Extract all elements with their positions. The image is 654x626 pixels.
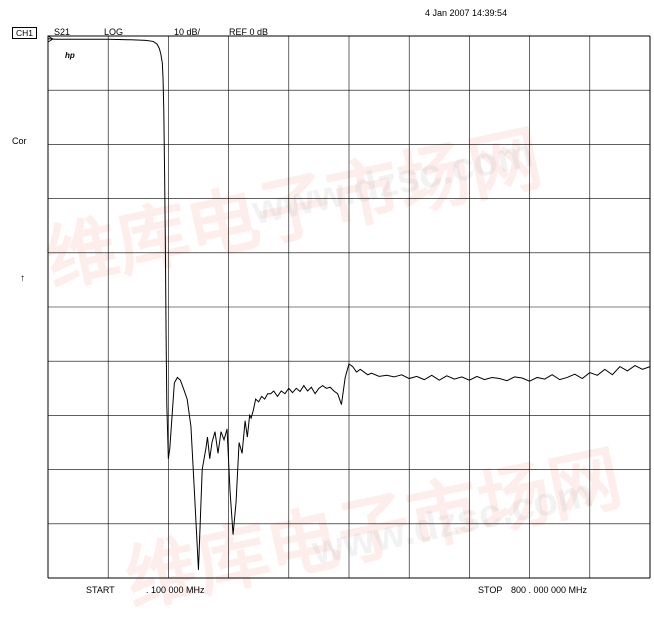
reference-arrow-icon: ↑ <box>20 273 25 284</box>
analyzer-plot <box>47 35 651 579</box>
stop-frequency-value: 800 . 000 000 MHz <box>511 585 588 595</box>
start-frequency-label: START <box>86 585 115 595</box>
display-format: LOG <box>104 27 124 37</box>
s21-trace <box>47 38 651 570</box>
reference-level: REF 0 dB <box>229 27 269 37</box>
timestamp: 4 Jan 2007 14:39:54 <box>425 8 508 18</box>
graticule <box>47 35 651 579</box>
measurement-parameter: S21 <box>54 27 71 37</box>
channel-indicator: CH1 <box>12 27 38 39</box>
scale-per-division: 10 dB/ <box>174 27 201 37</box>
correction-indicator: Cor <box>12 136 27 146</box>
start-frequency-value: . 100 000 MHz <box>146 585 205 595</box>
hp-logo: hp <box>65 51 75 60</box>
stop-frequency-label: STOP <box>478 585 503 595</box>
